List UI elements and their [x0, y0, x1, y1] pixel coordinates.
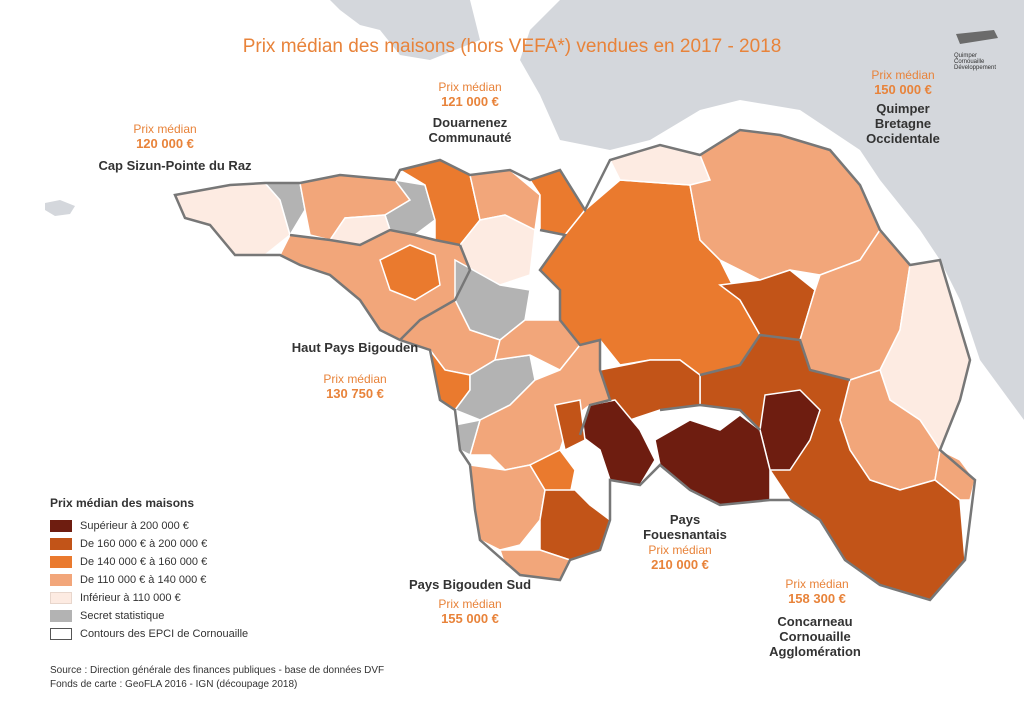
legend-swatch	[50, 556, 72, 568]
logo: Quimper Cornouaille Développement	[954, 30, 1000, 71]
label-fouesnant-name: Pays Fouesnantais	[643, 512, 727, 542]
region-quimper-ne	[689, 129, 881, 281]
label-hpb-name: Haut Pays Bigouden	[291, 340, 419, 355]
legend-item: Contours des EPCI de Cornouaille	[50, 625, 310, 643]
label-cca-price: 158 300 €	[788, 591, 846, 606]
legend-label: De 140 000 € à 160 000 €	[80, 556, 208, 568]
label-fouesnant-caption: Prix médian	[648, 543, 712, 557]
region-hpb-2	[379, 244, 441, 301]
legend-items: Supérieur à 200 000 € De 160 000 € à 200 …	[50, 517, 310, 643]
label-douarnenez-caption: Prix médian	[438, 80, 502, 94]
region-quimper-north	[608, 144, 712, 186]
legend-swatch	[50, 592, 72, 604]
legend-item: Inférieur à 110 000 €	[50, 589, 310, 607]
legend-item: Secret statistique	[50, 607, 310, 625]
logo-line3: Développement	[954, 65, 997, 71]
label-fouesnant-price: 210 000 €	[651, 557, 709, 572]
label-pbs-block: Prix médian 155 000 €	[415, 597, 525, 626]
label-cca-block: Prix médian 158 300 €	[762, 577, 872, 606]
outside-land-north	[330, 0, 480, 60]
label-cap-sizun-block: Prix médian 120 000 €	[100, 122, 230, 151]
label-quimper-name: Quimper Bretagne Occidentale	[866, 101, 940, 146]
label-cca-caption: Prix médian	[785, 577, 849, 591]
legend-label: De 110 000 € à 140 000 €	[80, 574, 207, 586]
legend-item: Supérieur à 200 000 €	[50, 517, 310, 535]
legend-title: Prix médian des maisons	[50, 496, 195, 510]
label-hpb-price: 130 750 €	[326, 386, 384, 401]
label-quimper-price: 150 000 €	[874, 82, 932, 97]
region-pbs-3	[469, 464, 546, 551]
logo-line1: Quimper	[954, 53, 978, 59]
label-cap-sizun-name: Cap Sizun-Pointe du Raz	[98, 158, 252, 173]
outside-land-northeast	[520, 0, 1024, 420]
outside-land-west-island	[45, 200, 75, 216]
legend-item: De 140 000 € à 160 000 €	[50, 553, 310, 571]
label-cca-name: Concarneau Cornouaille Agglomération	[769, 614, 861, 659]
label-cap-sizun-caption: Prix médian	[133, 122, 197, 136]
source-line2: Fonds de carte : GeoFLA 2016 - IGN (déco…	[50, 679, 298, 690]
label-hpb-caption: Prix médian	[323, 372, 387, 386]
label-quimper-block: Prix médian 150 000 €	[848, 68, 958, 97]
source-line1: Source : Direction générale des finances…	[50, 665, 385, 676]
region-pbs-2	[554, 399, 586, 452]
label-hpb-block: Prix médian 130 750 €	[300, 372, 410, 401]
legend-swatch	[50, 574, 72, 586]
label-fouesnant-block: Prix médian 210 000 €	[625, 543, 735, 572]
legend-label: Supérieur à 200 000 €	[80, 520, 189, 532]
label-pbs-caption: Prix médian	[438, 597, 502, 611]
label-douarnenez-block: Prix médian 121 000 €	[415, 80, 525, 109]
legend-item: De 110 000 € à 140 000 €	[50, 571, 310, 589]
label-quimper-caption: Prix médian	[871, 68, 935, 82]
legend-label: Contours des EPCI de Cornouaille	[80, 628, 249, 640]
label-pbs-price: 155 000 €	[441, 611, 499, 626]
legend: Prix médian des maisons Supérieur à 200 …	[50, 496, 310, 643]
region-pbs-4	[528, 449, 576, 496]
source-block: Source : Direction générale des finances…	[50, 664, 470, 692]
logo-shape-icon	[956, 30, 998, 44]
legend-swatch	[50, 520, 72, 532]
map-title: Prix médian des maisons (hors VEFA*) ven…	[242, 36, 782, 57]
label-douarnenez-price: 121 000 €	[441, 94, 499, 109]
epci-contours	[173, 128, 977, 602]
label-douarnenez-name: Douarnenez Communauté	[428, 115, 512, 145]
logo-line2: Cornouaille	[954, 59, 985, 65]
legend-label: De 160 000 € à 200 000 €	[80, 538, 208, 550]
legend-label: Secret statistique	[80, 610, 165, 622]
legend-swatch	[50, 538, 72, 550]
label-pbs-name: Pays Bigouden Sud	[408, 577, 532, 592]
legend-swatch	[50, 610, 72, 622]
legend-item: De 160 000 € à 200 000 €	[50, 535, 310, 553]
legend-swatch	[50, 628, 72, 640]
region-fouesnant-dark2	[654, 414, 771, 506]
label-cap-sizun-price: 120 000 €	[136, 136, 194, 151]
legend-label: Inférieur à 110 000 €	[80, 592, 181, 604]
